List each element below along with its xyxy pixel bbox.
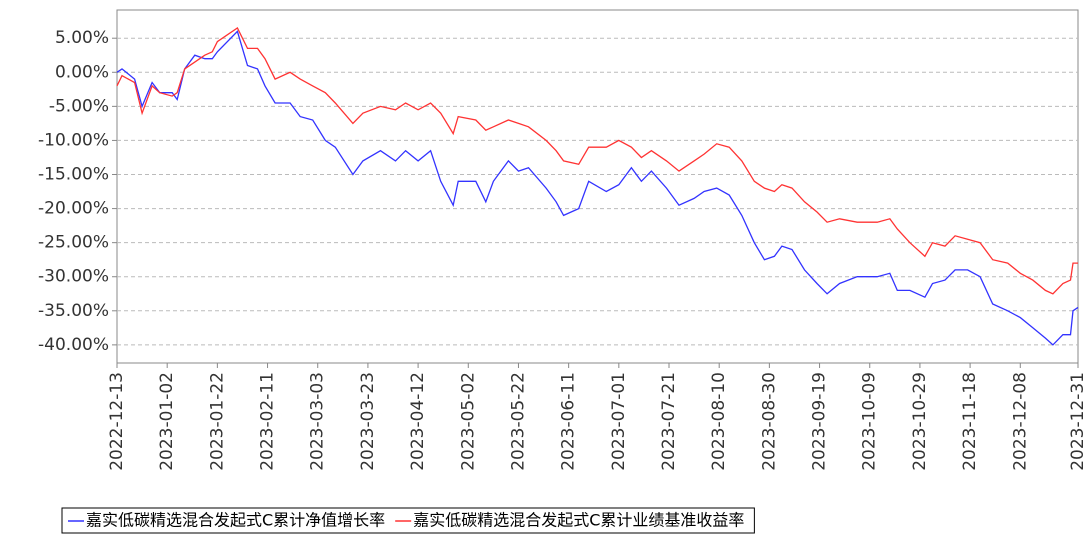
legend: 嘉实低碳精选混合发起式C累计净值增长率 嘉实低碳精选混合发起式C累计业绩基准收益率 [61,507,755,534]
x-tick-label: 2023-12-08 [1010,372,1030,471]
x-tick-label: 2023-01-22 [207,372,227,471]
legend-label: 嘉实低碳精选混合发起式C累计净值增长率 [86,511,385,530]
x-tick-label: 2023-08-30 [759,372,779,471]
x-tick-label: 2023-08-10 [709,372,729,471]
x-tick-label: 2023-12-31 [1068,372,1088,471]
y-tick-label: -30.00% [38,267,109,287]
y-tick-label: 5.00% [55,28,109,48]
x-tick-label: 2023-01-02 [157,372,177,471]
x-tick-label: 2023-07-01 [609,372,629,471]
x-tick-label: 2023-06-11 [559,372,579,471]
y-tick-label: -15.00% [38,165,109,185]
x-tick-label: 2023-11-18 [960,372,980,471]
x-tick-label: 2023-10-29 [910,372,930,471]
y-tick-label: 0.00% [55,62,109,82]
x-tick-label: 2023-03-23 [358,372,378,471]
line-series [116,30,1079,346]
y-tick-label: -35.00% [38,301,109,321]
y-tick-label: -40.00% [38,335,109,355]
y-tick-label: -20.00% [38,199,109,219]
x-tick-label: 2023-05-02 [458,372,478,471]
x-tick-label: 2023-02-11 [258,372,278,471]
y-tick-label: -25.00% [38,233,109,253]
x-tick-label: 2022-12-13 [107,372,127,471]
x-tick-label: 2023-04-12 [408,372,428,471]
x-tick-label: 2023-05-22 [508,372,528,471]
x-tick-label: 2023-10-09 [860,372,880,471]
x-tick-label: 2023-07-21 [659,372,679,471]
y-tick-label: -10.00% [38,130,109,150]
y-tick-label: -5.00% [49,96,109,116]
line-series [116,27,1078,295]
x-tick-label: 2023-09-19 [810,372,830,471]
x-tick-label: 2023-03-03 [308,372,328,471]
legend-label: 嘉实低碳精选混合发起式C累计业绩基准收益率 [413,511,744,530]
